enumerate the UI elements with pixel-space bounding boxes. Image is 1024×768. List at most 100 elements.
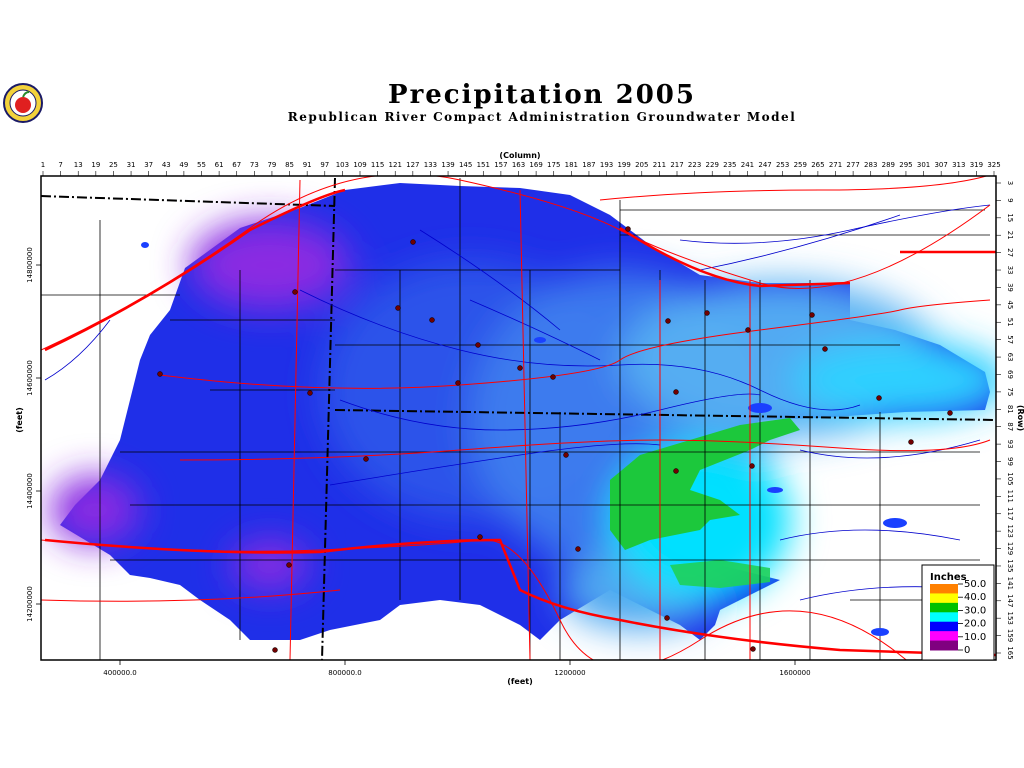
column-tick-label: 247	[758, 161, 771, 169]
column-tick-label: 121	[389, 161, 402, 169]
column-tick-label: 181	[565, 161, 578, 169]
row-tick-label: 81	[1006, 405, 1014, 414]
row-tick-label: 117	[1006, 507, 1014, 520]
column-tick-label: 37	[144, 161, 153, 169]
legend-label: 30.0	[964, 605, 986, 616]
x-feet-tick-label: 400000.0	[103, 669, 136, 677]
legend-label: 0	[964, 645, 970, 656]
column-tick-label: 49	[179, 161, 188, 169]
legend: Inches 50.0 40.0 30.0 20.0 10.0 0	[921, 564, 995, 661]
row-tick-label: 153	[1006, 611, 1014, 624]
row-tick-label: 15	[1006, 213, 1014, 222]
row-tick-label: 105	[1006, 472, 1014, 485]
legend-label: 10.0	[964, 632, 986, 643]
legend-color-swatch	[930, 584, 958, 594]
column-tick-label: 265	[811, 161, 824, 169]
state-boundaries	[40, 177, 997, 661]
column-tick-label: 145	[459, 161, 472, 169]
column-tick-label: 259	[794, 161, 807, 169]
column-tick-label: 31	[127, 161, 136, 169]
legend-label: 50.0	[964, 579, 986, 590]
row-tick-label: 21	[1006, 231, 1014, 240]
row-tick-label: 9	[1006, 198, 1014, 202]
row-tick-label: 129	[1006, 542, 1014, 555]
legend-color-swatch	[930, 621, 958, 632]
column-tick-label: 313	[952, 161, 965, 169]
column-tick-label: 103	[336, 161, 349, 169]
column-tick-label: 73	[250, 161, 259, 169]
row-tick-label: 165	[1006, 646, 1014, 659]
legend-color-swatch	[930, 602, 958, 613]
row-tick-label: 99	[1006, 457, 1014, 466]
column-tick-label: 127	[406, 161, 419, 169]
column-tick-label: 319	[970, 161, 983, 169]
x-feet-tick-label: 800000.0	[328, 669, 361, 677]
x-feet-ticks: 400000.0 800000.0 1200000 1600000	[103, 660, 811, 677]
column-tick-label: 289	[882, 161, 895, 169]
column-tick-label: 55	[197, 161, 206, 169]
legend-color-swatch	[930, 612, 958, 623]
x-feet-axis-label: (feet)	[507, 677, 532, 686]
row-tick-label: 111	[1006, 490, 1014, 503]
row-tick-label: 3	[1006, 181, 1014, 185]
row-ticks: 3915212733394551576369758187939910511111…	[996, 181, 1014, 660]
row-axis-label: (Row)	[1016, 405, 1024, 431]
x-feet-tick-label: 1200000	[554, 669, 585, 677]
column-tick-label: 13	[74, 161, 83, 169]
column-tick-label: 211	[653, 161, 666, 169]
row-tick-label: 57	[1006, 335, 1014, 344]
column-tick-label: 253	[776, 161, 789, 169]
legend-label: 20.0	[964, 619, 986, 630]
y-feet-tick-label: 14200000	[26, 586, 34, 622]
column-tick-label: 157	[494, 161, 507, 169]
column-tick-label: 133	[424, 161, 437, 169]
column-tick-label: 241	[741, 161, 754, 169]
column-tick-label: 217	[670, 161, 683, 169]
row-tick-label: 123	[1006, 524, 1014, 537]
column-tick-label: 97	[320, 161, 329, 169]
y-feet-tick-label: 14600000	[26, 360, 34, 396]
column-tick-label: 115	[371, 161, 384, 169]
row-tick-label: 33	[1006, 266, 1014, 275]
column-tick-label: 199	[617, 161, 630, 169]
column-tick-label: 325	[987, 161, 1000, 169]
column-tick-label: 235	[723, 161, 736, 169]
agency-logo	[2, 82, 44, 124]
row-tick-label: 69	[1006, 370, 1014, 379]
column-tick-label: 91	[303, 161, 312, 169]
row-tick-label: 39	[1006, 283, 1014, 292]
column-tick-label: 283	[864, 161, 877, 169]
column-tick-label: 109	[353, 161, 366, 169]
legend-title: Inches	[930, 572, 967, 583]
roads	[41, 176, 996, 660]
row-tick-label: 93	[1006, 440, 1014, 449]
column-tick-label: 7	[58, 161, 62, 169]
y-feet-tick-label: 14800000	[26, 247, 34, 283]
row-tick-label: 27	[1006, 248, 1014, 257]
lakes	[141, 242, 907, 636]
row-tick-label: 159	[1006, 629, 1014, 642]
column-tick-label: 229	[706, 161, 719, 169]
y-feet-ticks: 14800000 14600000 14400000 14200000	[26, 247, 41, 622]
column-tick-label: 295	[899, 161, 912, 169]
row-tick-label: 147	[1006, 594, 1014, 607]
column-tick-label: 271	[829, 161, 842, 169]
legend-colorbar	[930, 584, 958, 651]
column-tick-label: 223	[688, 161, 701, 169]
column-tick-label: 79	[267, 161, 276, 169]
row-tick-label: 45	[1006, 300, 1014, 309]
legend-label: 40.0	[964, 592, 986, 603]
cities	[157, 226, 953, 653]
column-tick-label: 163	[512, 161, 525, 169]
row-tick-label: 141	[1006, 577, 1014, 590]
row-tick-label: 135	[1006, 559, 1014, 572]
row-tick-label: 51	[1006, 318, 1014, 327]
row-tick-label: 63	[1006, 353, 1014, 362]
green-secondary-zone	[670, 560, 770, 588]
interstate-highways	[44, 188, 997, 657]
map-subtitle: Republican River Compact Administration …	[287, 110, 797, 124]
column-tick-label: 187	[582, 161, 595, 169]
column-tick-label: 175	[547, 161, 560, 169]
column-tick-label: 151	[477, 161, 490, 169]
column-tick-label: 1	[41, 161, 45, 169]
